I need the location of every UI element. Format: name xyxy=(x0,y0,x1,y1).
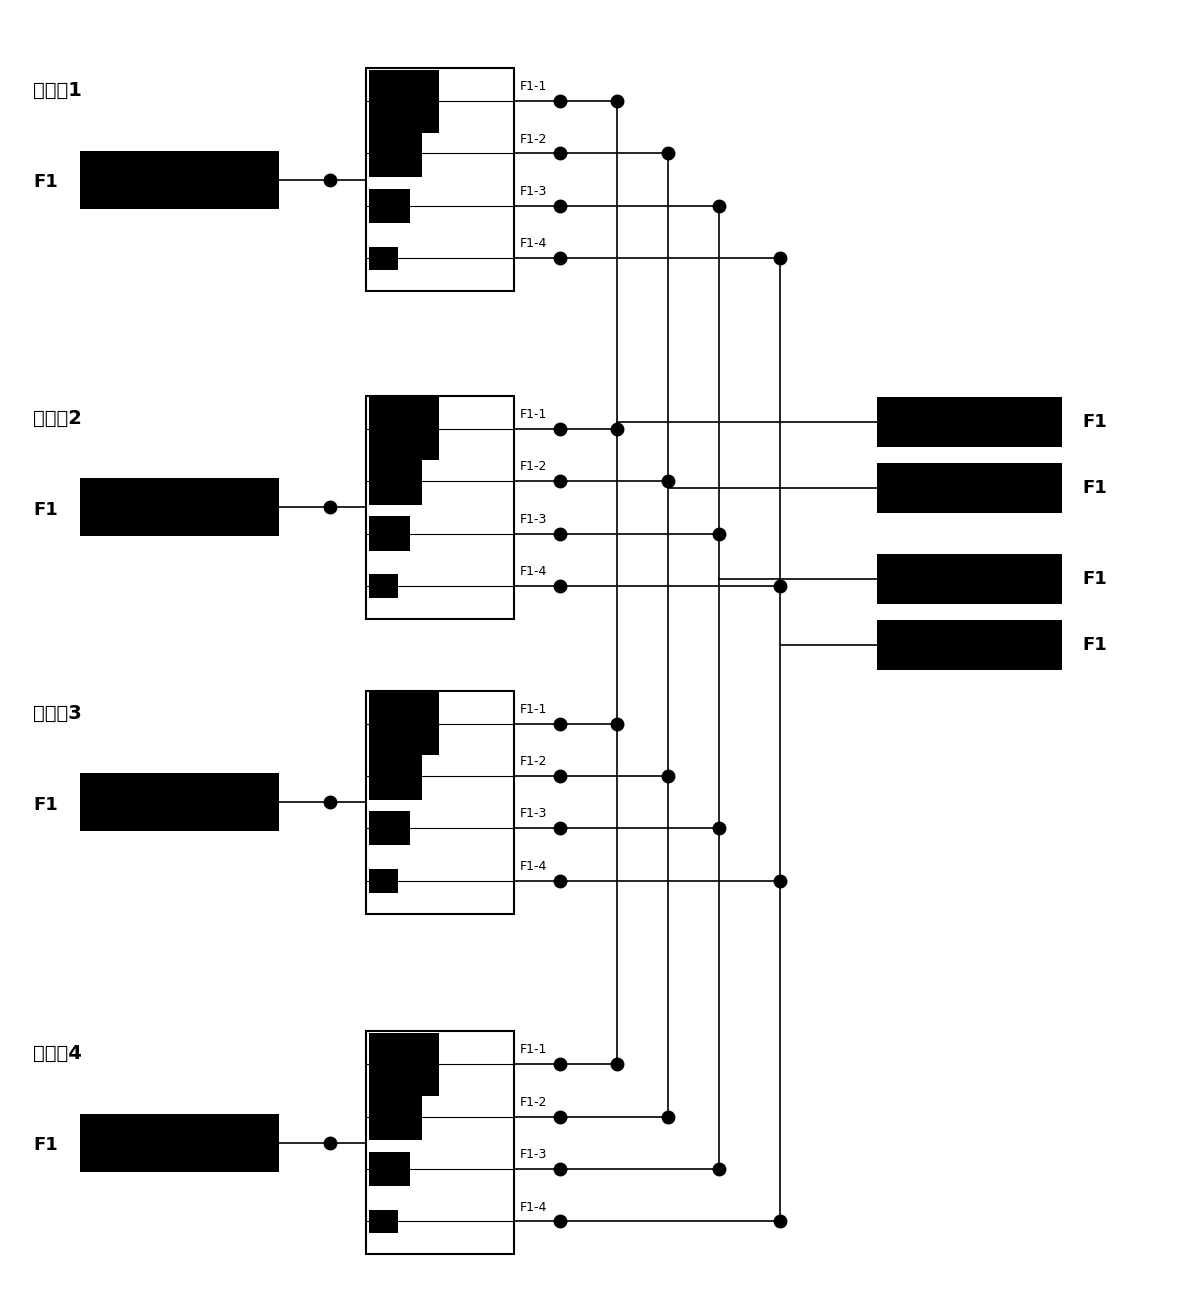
Bar xyxy=(369,812,410,845)
Bar xyxy=(369,1094,422,1140)
Text: F1-1: F1-1 xyxy=(519,408,547,421)
Bar xyxy=(79,151,279,208)
Text: F1: F1 xyxy=(33,501,58,519)
Bar xyxy=(366,1032,514,1254)
Bar xyxy=(369,574,397,597)
Bar xyxy=(369,397,439,461)
Bar xyxy=(366,68,514,291)
Bar xyxy=(369,190,410,222)
Bar xyxy=(79,1115,279,1171)
Text: 信关圴3: 信关圴3 xyxy=(33,704,83,722)
Text: F1: F1 xyxy=(1082,479,1106,496)
Text: F1-1: F1-1 xyxy=(519,1044,547,1057)
Bar xyxy=(877,620,1061,670)
Text: F1-2: F1-2 xyxy=(519,755,547,769)
Text: F1-3: F1-3 xyxy=(519,1148,547,1161)
Bar xyxy=(369,753,422,800)
Text: F1: F1 xyxy=(33,796,58,813)
Bar xyxy=(369,458,422,504)
Text: F1-4: F1-4 xyxy=(519,565,547,578)
Bar xyxy=(366,691,514,913)
Text: F1-1: F1-1 xyxy=(519,703,547,716)
Bar xyxy=(369,1033,439,1096)
Bar xyxy=(366,396,514,619)
Bar xyxy=(369,1152,410,1186)
Bar xyxy=(369,516,410,550)
Text: F1: F1 xyxy=(1082,413,1106,432)
Text: F1: F1 xyxy=(1082,636,1106,654)
Bar xyxy=(79,774,279,830)
Text: F1-2: F1-2 xyxy=(519,133,547,146)
Bar xyxy=(369,1209,397,1233)
Bar xyxy=(877,397,1061,447)
Text: F1: F1 xyxy=(1082,570,1106,588)
Text: F1-1: F1-1 xyxy=(519,80,547,93)
Text: F1: F1 xyxy=(33,1137,58,1154)
Bar xyxy=(369,692,439,755)
Bar xyxy=(79,479,279,536)
Bar xyxy=(877,554,1061,604)
Bar xyxy=(369,246,397,270)
Text: 信关圴4: 信关圴4 xyxy=(33,1045,83,1063)
Text: F1-4: F1-4 xyxy=(519,1200,547,1213)
Bar xyxy=(877,463,1061,512)
Text: F1-2: F1-2 xyxy=(519,461,547,474)
Text: F1: F1 xyxy=(33,174,58,191)
Bar xyxy=(369,70,439,133)
Bar xyxy=(369,130,422,178)
Text: F1-2: F1-2 xyxy=(519,1096,547,1109)
Text: F1-3: F1-3 xyxy=(519,808,547,820)
Text: 信关圴1: 信关圴1 xyxy=(33,82,83,100)
Text: F1-4: F1-4 xyxy=(519,237,547,250)
Text: F1-3: F1-3 xyxy=(519,186,547,197)
Bar xyxy=(369,869,397,892)
Text: F1-4: F1-4 xyxy=(519,859,547,873)
Text: 信关圴2: 信关圴2 xyxy=(33,409,83,428)
Text: F1-3: F1-3 xyxy=(519,513,547,525)
